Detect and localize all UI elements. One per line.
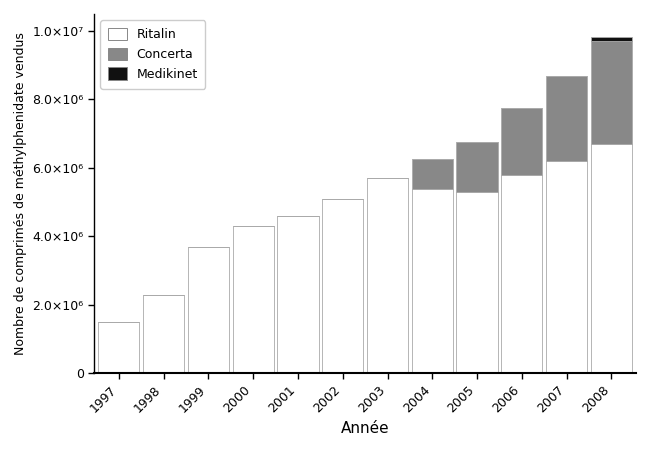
X-axis label: Année: Année (341, 421, 389, 436)
Legend: Ritalin, Concerta, Medikinet: Ritalin, Concerta, Medikinet (100, 20, 205, 89)
Bar (591, 41, 632, 144)
Bar (546, 76, 588, 161)
Y-axis label: Nombre de comprimés de méthylphenidate vendus: Nombre de comprimés de méthylphenidate v… (14, 32, 27, 355)
Bar (188, 247, 229, 374)
Bar (98, 322, 139, 374)
Bar (278, 216, 318, 374)
Bar (456, 192, 498, 374)
Bar (591, 37, 632, 41)
Bar (546, 161, 588, 374)
Bar (367, 178, 408, 374)
Bar (591, 144, 632, 374)
Bar (233, 226, 274, 374)
Bar (143, 295, 184, 374)
Bar (411, 189, 453, 374)
Bar (501, 108, 543, 175)
Bar (456, 142, 498, 192)
Bar (411, 159, 453, 189)
Bar (501, 175, 543, 374)
Bar (322, 199, 363, 374)
